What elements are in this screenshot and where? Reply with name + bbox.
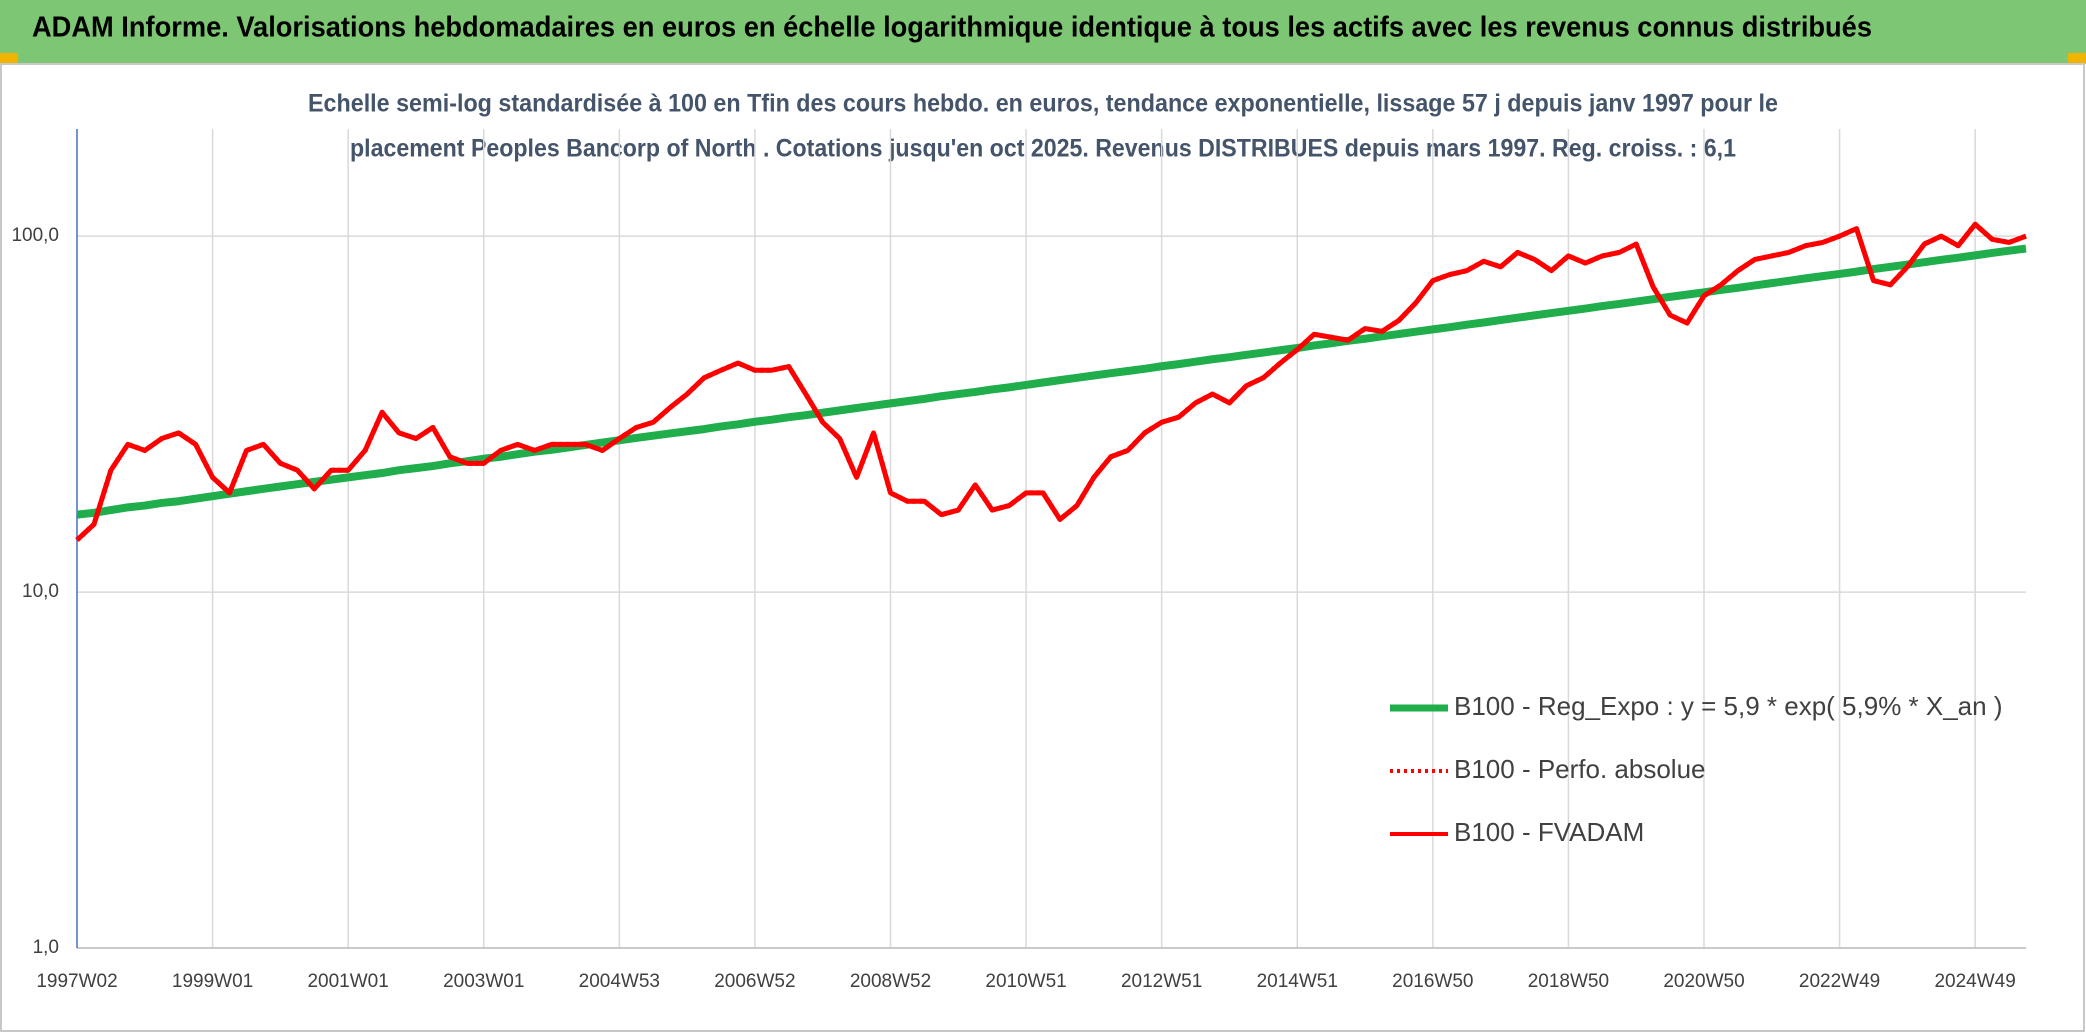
chart-frame <box>0 63 2085 1032</box>
x-tick-label: 2014W51 <box>1257 971 1338 992</box>
x-tick-label: 2020W50 <box>1663 971 1744 992</box>
chart-subtitle: placement Peoples Bancorp of North . Cot… <box>350 135 1736 163</box>
x-tick-label: 2003W01 <box>443 971 524 992</box>
x-tick-label: 2004W53 <box>579 971 660 992</box>
corner-mark <box>0 53 18 64</box>
y-tick-label: 1,0 <box>33 937 59 958</box>
header-band <box>0 0 2086 64</box>
x-tick-label: 2016W50 <box>1392 971 1473 992</box>
x-tick-label: 2024W49 <box>1934 971 2015 992</box>
x-tick-label: 2018W50 <box>1528 971 1609 992</box>
chart-title: ADAM Informe. Valorisations hebdomadaire… <box>32 12 1872 44</box>
x-tick-label: 2006W52 <box>714 971 795 992</box>
series-line <box>76 244 2027 519</box>
series-line <box>75 221 2027 542</box>
legend-label: B100 - FVADAM <box>1454 817 1644 847</box>
x-tick-label: 1997W02 <box>36 971 117 992</box>
x-tick-label: 2022W49 <box>1799 971 1880 992</box>
x-tick-label: 2001W01 <box>307 971 388 992</box>
x-tick-label: 1999W01 <box>172 971 253 992</box>
x-tick-label: 2012W51 <box>1121 971 1202 992</box>
x-tick-label: 2008W52 <box>850 971 931 992</box>
legend-label: B100 - Perfo. absolue <box>1454 754 1706 784</box>
y-tick-label: 100,0 <box>11 225 59 246</box>
chart-subtitle: Echelle semi-log standardisée à 100 en T… <box>308 90 1778 118</box>
legend-label: B100 - Reg_Expo : y = 5,9 * exp( 5,9% * … <box>1454 691 2003 721</box>
y-tick-label: 10,0 <box>22 581 59 602</box>
corner-mark <box>2068 53 2086 64</box>
x-tick-label: 2010W51 <box>985 971 1066 992</box>
